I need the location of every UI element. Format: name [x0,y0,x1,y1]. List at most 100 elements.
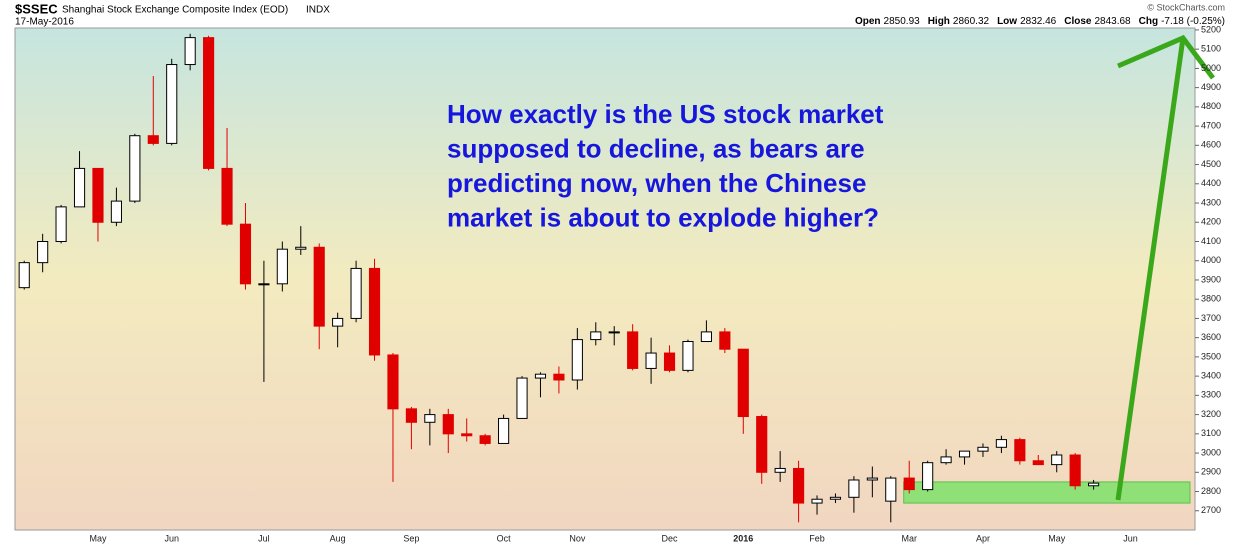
candle-body [553,373,565,381]
candle-body [1032,460,1044,466]
y-tick-label: 4200 [1201,217,1221,227]
y-tick-label: 2700 [1201,505,1221,515]
y-tick-label: 3500 [1201,351,1221,361]
candle-body [829,496,842,500]
x-tick-label: Jun [1123,533,1138,543]
y-tick-label: 4700 [1201,120,1221,130]
candle-body [239,223,252,285]
candle-body [590,331,602,341]
candle-body [627,331,639,369]
candle-body [848,479,860,498]
y-tick-label: 4600 [1201,140,1221,150]
candle-body [571,339,583,381]
y-tick-label: 3600 [1201,332,1221,342]
candle-body [461,433,473,437]
x-tick-label: Jul [258,533,270,543]
quote-label: Open [855,16,881,27]
quote: Open 2850.93 High 2860.32 Low 2832.46 Close 284… [855,16,1225,27]
x-tick-label: Mar [901,533,917,543]
candle-body [866,477,878,481]
candle-body [258,283,270,286]
y-tick-label: 3000 [1201,447,1221,457]
candle-body [995,439,1007,448]
candle-body [129,135,141,202]
credit: © StockCharts.com [1147,2,1225,12]
exchange: INDX [306,5,330,16]
y-tick-label: 3400 [1201,371,1221,381]
candle-body [18,262,30,289]
annotation: predicting now, when the Chinese [447,168,866,198]
candle-body [332,317,344,327]
candle-body [756,416,768,473]
candle-body [903,477,915,491]
candle-body [55,206,67,242]
y-tick-label: 4900 [1201,82,1221,92]
candle-body [73,167,86,208]
y-tick-label: 5000 [1201,63,1221,73]
candle-body [1069,454,1081,487]
symbol: $SSEC [15,1,58,16]
y-tick-label: 4400 [1201,178,1221,188]
candle-body [203,37,215,169]
date: 17-May-2016 [15,17,74,28]
candle-body [110,200,122,223]
candle-body [516,377,528,419]
candle-body [1088,482,1100,487]
candle-body [793,467,805,504]
y-tick-label: 4100 [1201,236,1221,246]
support-zone [903,481,1191,504]
candle-body [350,267,362,319]
arrow-head [1117,34,1215,80]
candle-body [885,477,897,502]
y-tick-label: 3200 [1201,409,1221,419]
candle-body [147,135,159,144]
y-tick-label: 3100 [1201,428,1221,438]
x-tick-label: May [89,533,107,543]
x-tick-label: Dec [662,533,679,543]
y-tick-label: 4500 [1201,159,1221,169]
candle-body [663,352,676,371]
candle-body [1014,439,1026,462]
x-tick-label: Jun [164,533,179,543]
y-tick-label: 2900 [1201,467,1221,477]
candle-body [405,408,417,423]
y-tick-label: 3700 [1201,313,1221,323]
candle-body [442,414,454,435]
x-tick-label: Nov [569,533,586,543]
candle-body [811,498,823,504]
y-tick-label: 5100 [1201,44,1221,54]
quote-value: 2843.68 [1094,16,1131,27]
x-tick-label: Feb [809,533,825,543]
x-tick-label: 2016 [733,533,753,543]
y-tick-label: 4300 [1201,197,1221,207]
quote-value: -7.18 (-0.25%) [1161,16,1225,27]
candle-body [313,246,325,327]
candle-body [645,352,657,369]
candle-body [958,450,971,458]
y-tick-label: 4000 [1201,255,1221,265]
candle-body [295,246,307,250]
x-tick-label: Aug [330,533,346,543]
quote-label: Close [1064,16,1092,27]
candle-body [682,341,694,371]
candle-body [608,331,620,334]
x-tick-label: Oct [497,533,512,543]
candle-body [479,435,491,444]
y-tick-label: 2800 [1201,486,1221,496]
y-tick-label: 3900 [1201,274,1221,284]
candle-body [498,417,510,444]
quote-label: Low [997,16,1017,27]
x-tick-label: Sep [403,533,419,543]
y-tick-label: 4800 [1201,101,1221,111]
candle-body [774,467,786,473]
candle-body [940,456,952,464]
quote-label: Chg [1139,16,1158,27]
y-tick-label: 3300 [1201,390,1221,400]
chart-title: Shanghai Stock Exchange Composite Index … [62,5,288,16]
y-tick-label: 3800 [1201,294,1221,304]
candle-body [387,354,399,410]
candle-body [977,446,989,452]
annotation: How exactly is the US stock market [447,99,884,129]
arrow-shaft [1115,37,1186,501]
